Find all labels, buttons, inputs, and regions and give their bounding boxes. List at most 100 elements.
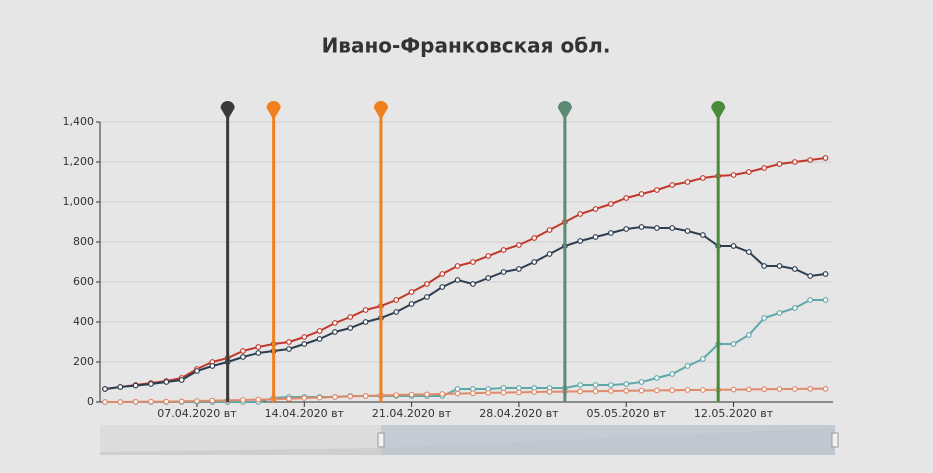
x-tick-label: 05.05.2020 вт [587, 407, 667, 420]
data-point [669, 182, 676, 188]
data-point [439, 271, 446, 277]
data-point [684, 387, 691, 393]
data-point [730, 386, 737, 393]
data-point [240, 354, 246, 360]
event-pin[interactable] [711, 101, 726, 120]
data-point [546, 251, 553, 257]
data-point [791, 386, 798, 392]
data-point [592, 234, 599, 240]
data-point [454, 390, 461, 397]
data-point [393, 297, 400, 303]
data-point [607, 201, 614, 207]
data-point [531, 389, 538, 395]
data-point [592, 382, 599, 388]
data-point [577, 382, 584, 388]
data-point [454, 386, 461, 392]
data-point [546, 388, 553, 395]
chart-title: Ивано-Франковская обл. [322, 34, 611, 58]
data-point [132, 398, 139, 405]
data-point [500, 269, 507, 275]
data-point [577, 238, 584, 244]
data-point [776, 161, 783, 167]
data-point [500, 247, 507, 253]
y-tick-label: 0 [87, 395, 94, 408]
data-point [117, 399, 124, 405]
data-point [623, 226, 630, 232]
data-point [408, 301, 415, 307]
data-point [669, 225, 676, 231]
data-point [255, 350, 262, 356]
data-point [638, 191, 645, 197]
data-point [623, 387, 630, 394]
data-point [470, 259, 476, 265]
data-point [393, 309, 400, 315]
data-point [761, 165, 768, 171]
data-point [286, 346, 292, 352]
data-point [592, 388, 599, 395]
x-tick-label: 12.05.2020 вт [694, 407, 774, 420]
data-point [209, 363, 216, 369]
x-tick-label: 28.04.2020 вт [479, 407, 559, 420]
navigator-handle[interactable] [377, 432, 385, 448]
data-point [470, 390, 476, 397]
data-point [822, 297, 829, 303]
data-point [470, 281, 476, 287]
data-point [255, 396, 262, 403]
data-point [638, 379, 645, 385]
data-point [761, 315, 768, 321]
data-point [776, 386, 783, 392]
data-point [316, 328, 323, 334]
data-point [684, 363, 691, 369]
x-tick-label: 21.04.2020 вт [372, 407, 452, 420]
data-point [178, 398, 185, 405]
data-point [332, 394, 338, 400]
data-point [178, 377, 185, 383]
data-point [301, 341, 308, 347]
data-point [653, 387, 660, 394]
navigator-handle[interactable] [831, 432, 839, 448]
data-point [791, 305, 798, 311]
data-point [653, 225, 660, 231]
data-point [669, 371, 676, 377]
data-point [607, 230, 614, 236]
navigator [100, 425, 839, 455]
data-point [316, 394, 323, 401]
data-point [362, 307, 369, 313]
y-tick-label: 400 [73, 315, 94, 328]
data-point [408, 391, 415, 398]
data-point [546, 227, 553, 233]
y-tick-label: 1,000 [63, 195, 95, 208]
data-point [393, 392, 400, 398]
event-pin[interactable] [266, 101, 281, 120]
data-point [102, 399, 108, 405]
data-point [439, 391, 446, 397]
data-point [132, 382, 139, 389]
data-point [807, 297, 814, 303]
data-point [607, 388, 614, 394]
data-point [623, 381, 630, 387]
x-tick-label: 14.04.2020 вт [265, 407, 345, 420]
data-point [117, 384, 124, 390]
data-point [194, 398, 200, 404]
data-point [500, 385, 507, 391]
data-point [638, 387, 645, 394]
data-point [255, 344, 262, 350]
data-point [485, 253, 492, 259]
data-point [638, 224, 645, 230]
event-pin[interactable] [557, 101, 572, 120]
data-point [347, 393, 354, 400]
data-point [500, 389, 507, 396]
data-point [822, 271, 829, 277]
data-point [424, 294, 430, 300]
data-point [286, 339, 292, 345]
data-point [240, 397, 246, 403]
event-pin[interactable] [220, 101, 235, 120]
data-point [332, 320, 338, 326]
data-point [745, 249, 752, 255]
navigator-selection[interactable] [381, 425, 835, 455]
event-pin[interactable] [373, 101, 388, 120]
data-point [424, 391, 430, 398]
data-point [102, 386, 108, 392]
data-point [822, 155, 829, 161]
